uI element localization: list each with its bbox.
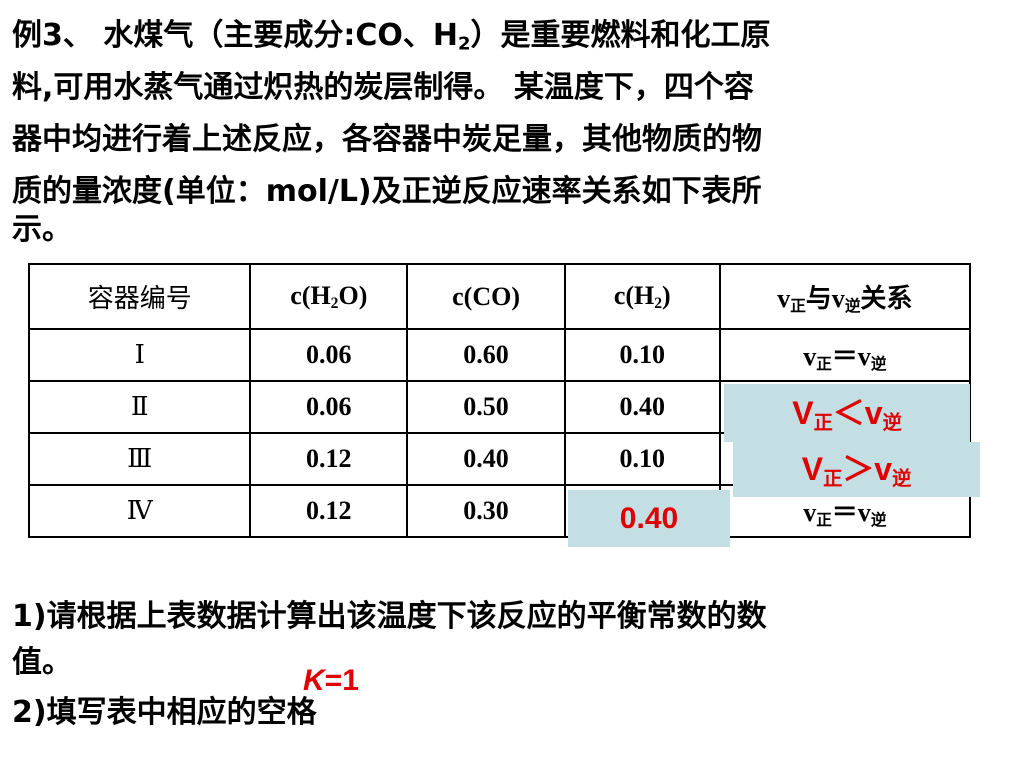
cell: 0.10 — [563, 432, 721, 486]
text: ＜v — [832, 395, 883, 431]
cell: 0.30 — [406, 484, 566, 538]
cell: 0.12 — [249, 484, 409, 538]
cell: v正＝v逆 — [718, 328, 972, 382]
text: v — [803, 342, 817, 372]
text: v — [777, 283, 791, 313]
subscript: 正 — [816, 511, 832, 529]
subscript: 正 — [816, 355, 832, 373]
question-line: 值。 — [12, 645, 72, 680]
problem-line: 例3、 水煤气（主要成分:CO、H2）是重要燃料和化工原 — [12, 16, 770, 65]
subscript: 逆 — [844, 297, 861, 315]
cell: 0.40 — [563, 380, 721, 434]
text: c(H — [290, 280, 331, 310]
cell: 0.06 — [249, 380, 409, 434]
text: ＝v — [831, 342, 871, 372]
subscript: 2 — [330, 294, 339, 312]
text: 关系 — [860, 283, 913, 313]
table-row: Ⅰ 0.06 0.60 0.10 v正＝v逆 — [27, 328, 972, 382]
cell: 0.06 — [249, 328, 409, 382]
subscript: 2 — [457, 33, 471, 55]
header-row: 容器编号 c(H2O) c(CO) c(H2) v正与v逆关系 — [27, 263, 972, 330]
cell: 0.60 — [406, 328, 566, 382]
answer-box: 0.40 — [568, 490, 730, 547]
problem-line: 示。 — [12, 212, 72, 247]
header-cell: v正与v逆关系 — [718, 263, 972, 330]
text: V — [792, 395, 814, 431]
cell: Ⅲ — [27, 432, 252, 486]
problem-line: 器中均进行着上述反应，各容器中炭足量，其他物质的物 — [12, 122, 762, 157]
problem-line: 质的量浓度(单位：mol/L)及正逆反应速率关系如下表所 — [12, 174, 762, 209]
cell: Ⅱ — [27, 380, 252, 434]
subscript: 正 — [813, 412, 833, 434]
text: K — [303, 664, 325, 697]
text: ）是重要燃料和化工原 — [470, 18, 771, 53]
subscript: 正 — [823, 468, 843, 490]
text: 与v — [805, 283, 845, 313]
cell: 0.10 — [563, 328, 721, 382]
header-cell: 容器编号 — [27, 263, 252, 330]
header-cell: c(H2) — [563, 263, 721, 330]
cell: 0.50 — [406, 380, 566, 434]
text: =1 — [324, 664, 359, 697]
subscript: 2 — [654, 294, 663, 312]
cell: Ⅳ — [27, 484, 252, 538]
text: O) — [338, 280, 368, 310]
header-cell: c(H2O) — [249, 263, 409, 330]
answer-box: V正＜v逆 — [724, 384, 970, 442]
question-line: 1)请根据上表数据计算出该温度下该反应的平衡常数的数 — [12, 599, 767, 634]
subscript: 逆 — [892, 468, 912, 490]
question-line: 2)填写表中相应的空格 — [12, 695, 317, 730]
text: 例3、 水煤气（主要成分:CO、H — [12, 18, 458, 53]
cell: 0.12 — [249, 432, 409, 486]
subscript: 逆 — [870, 511, 887, 529]
text: ＝v — [831, 498, 871, 528]
text: c(H — [613, 280, 655, 310]
text: ＞v — [842, 451, 893, 487]
answer-k: K=1 — [303, 664, 359, 698]
problem-line: 料,可用水蒸气通过炽热的炭层制得。 某温度下，四个容 — [12, 70, 754, 105]
header-cell: c(CO) — [406, 263, 566, 330]
text: v — [803, 498, 817, 528]
cell: Ⅰ — [27, 328, 252, 382]
text: ) — [662, 280, 671, 310]
cell: 0.40 — [406, 432, 566, 486]
subscript: 逆 — [882, 412, 902, 434]
text: V — [801, 451, 824, 487]
subscript: 逆 — [870, 355, 887, 373]
answer-box: V正＞v逆 — [733, 442, 980, 497]
subscript: 正 — [790, 297, 806, 315]
